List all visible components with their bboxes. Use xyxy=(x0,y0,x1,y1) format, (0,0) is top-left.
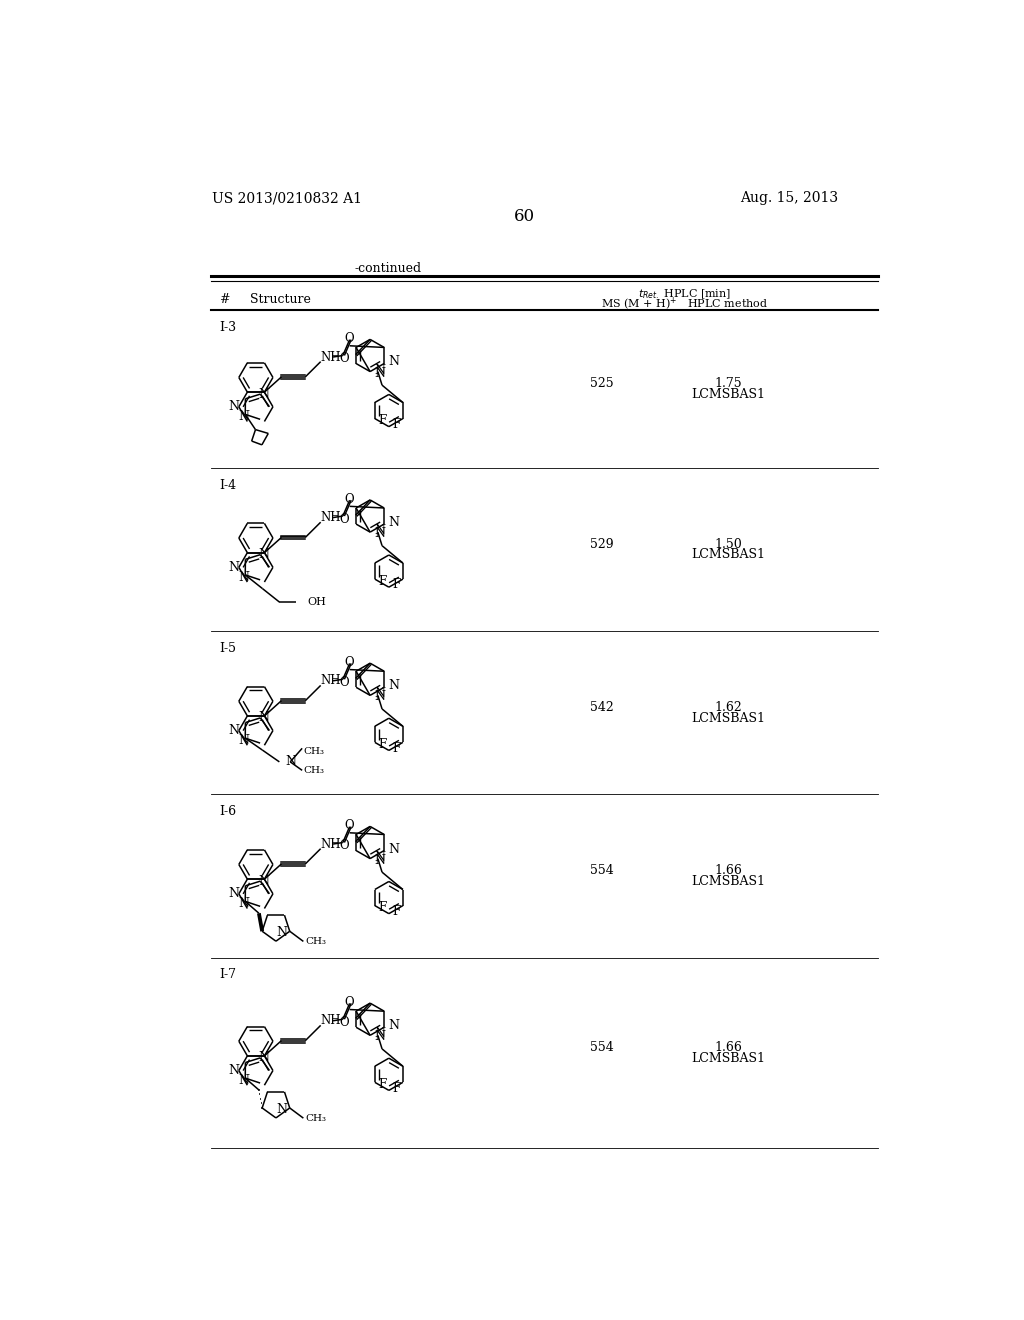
Text: O: O xyxy=(340,840,349,851)
Text: 554: 554 xyxy=(591,1041,614,1053)
Text: N: N xyxy=(374,1027,385,1040)
Text: N: N xyxy=(259,548,269,561)
Text: 529: 529 xyxy=(591,537,614,550)
Text: N: N xyxy=(228,887,240,900)
Text: N: N xyxy=(239,1074,249,1086)
Text: N: N xyxy=(239,734,249,747)
Text: N: N xyxy=(374,363,385,376)
Text: 1.66: 1.66 xyxy=(715,1041,742,1053)
Text: F: F xyxy=(379,902,387,915)
Text: NH: NH xyxy=(321,351,341,363)
Text: CH₃: CH₃ xyxy=(304,766,325,775)
Text: CH₃: CH₃ xyxy=(304,747,325,756)
Text: LCMSBAS1: LCMSBAS1 xyxy=(691,388,766,401)
Text: O: O xyxy=(340,676,349,689)
Text: N: N xyxy=(388,516,399,529)
Text: N: N xyxy=(388,842,399,855)
Text: N: N xyxy=(388,680,399,692)
Text: N: N xyxy=(374,527,385,540)
Text: LCMSBAS1: LCMSBAS1 xyxy=(691,1052,766,1065)
Text: US 2013/0210832 A1: US 2013/0210832 A1 xyxy=(212,191,361,206)
Text: #: # xyxy=(219,293,230,306)
Text: F: F xyxy=(379,576,387,587)
Text: OH: OH xyxy=(307,597,326,607)
Text: F: F xyxy=(379,414,387,428)
Text: F: F xyxy=(393,742,401,755)
Text: O: O xyxy=(345,997,354,1008)
Text: N: N xyxy=(239,898,249,911)
Text: 60: 60 xyxy=(514,207,536,224)
Text: F: F xyxy=(393,904,401,917)
Text: N: N xyxy=(374,854,385,867)
Text: F: F xyxy=(393,1081,401,1094)
Text: 1.66: 1.66 xyxy=(715,865,742,878)
Text: -continued: -continued xyxy=(354,261,421,275)
Text: I-7: I-7 xyxy=(219,969,237,982)
Text: N: N xyxy=(228,561,240,574)
Text: I-3: I-3 xyxy=(219,321,237,334)
Text: N: N xyxy=(374,524,385,537)
Text: N: N xyxy=(276,1104,288,1115)
Text: N: N xyxy=(374,690,385,704)
Text: LCMSBAS1: LCMSBAS1 xyxy=(691,875,766,888)
Text: LCMSBAS1: LCMSBAS1 xyxy=(691,711,766,725)
Text: N: N xyxy=(228,400,240,413)
Text: N: N xyxy=(286,755,297,768)
Text: 525: 525 xyxy=(591,378,614,391)
Text: N: N xyxy=(259,875,269,887)
Text: N: N xyxy=(374,1031,385,1043)
Text: Structure: Structure xyxy=(251,293,311,306)
Text: N: N xyxy=(259,388,269,400)
Text: N: N xyxy=(374,688,385,701)
Text: N: N xyxy=(374,850,385,863)
Text: NH: NH xyxy=(321,838,341,850)
Text: MS (M + H)$^{+}$   HPLC method: MS (M + H)$^{+}$ HPLC method xyxy=(601,296,768,313)
Text: N: N xyxy=(239,570,249,583)
Text: NH: NH xyxy=(321,511,341,524)
Text: N: N xyxy=(239,411,249,424)
Text: 542: 542 xyxy=(591,701,614,714)
Text: Aug. 15, 2013: Aug. 15, 2013 xyxy=(739,191,838,206)
Text: N: N xyxy=(388,355,399,368)
Text: F: F xyxy=(393,418,401,430)
Text: 1.75: 1.75 xyxy=(715,378,742,391)
Text: N: N xyxy=(276,927,288,940)
Text: CH₃: CH₃ xyxy=(306,937,327,946)
Text: NH: NH xyxy=(321,675,341,688)
Text: F: F xyxy=(379,738,387,751)
Text: N: N xyxy=(388,1019,399,1032)
Text: F: F xyxy=(393,578,401,591)
Text: CH₃: CH₃ xyxy=(306,1114,327,1122)
Text: O: O xyxy=(340,512,349,525)
Text: $t_{Ret.}$ HPLC [min]: $t_{Ret.}$ HPLC [min] xyxy=(638,288,731,301)
Text: 1.62: 1.62 xyxy=(715,701,742,714)
Text: I-6: I-6 xyxy=(219,805,237,818)
Text: O: O xyxy=(345,492,354,506)
Text: O: O xyxy=(340,1015,349,1028)
Text: N: N xyxy=(228,1064,240,1077)
Text: 554: 554 xyxy=(591,865,614,878)
Text: I-4: I-4 xyxy=(219,479,237,492)
Text: O: O xyxy=(340,352,349,366)
Text: O: O xyxy=(345,333,354,346)
Text: F: F xyxy=(379,1078,387,1092)
Text: N: N xyxy=(374,367,385,380)
Text: I-5: I-5 xyxy=(219,642,237,655)
Text: O: O xyxy=(345,656,354,669)
Text: 1.50: 1.50 xyxy=(715,537,742,550)
Text: O: O xyxy=(345,820,354,833)
Text: NH: NH xyxy=(321,1014,341,1027)
Text: N: N xyxy=(259,711,269,725)
Text: LCMSBAS1: LCMSBAS1 xyxy=(691,548,766,561)
Text: N: N xyxy=(228,725,240,737)
Text: N: N xyxy=(259,1051,269,1064)
